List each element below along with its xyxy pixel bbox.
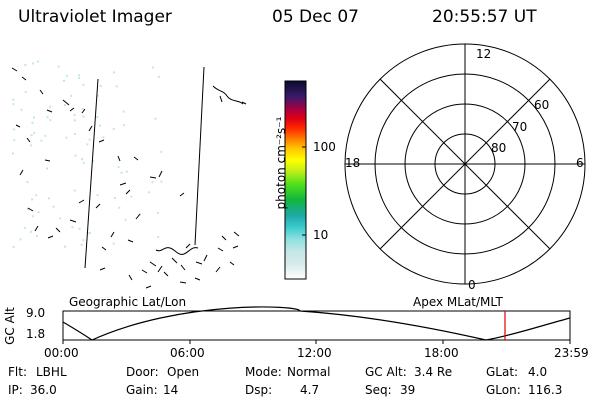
dsp-label: Dsp: [245, 383, 273, 397]
mlt-label-0: 0 [468, 278, 476, 292]
gc-alt-value: 3.4 Re [414, 365, 453, 379]
meridian-lines [84, 66, 205, 269]
time-tick-1800: 18:00 [424, 346, 459, 360]
time-label: 20:55:57 UT [432, 7, 537, 27]
glon-label: GLon: [486, 383, 521, 397]
glat-label: GLat: [486, 365, 519, 379]
glon-value: 116.3 [528, 383, 563, 397]
seq-label: Seq: [365, 383, 392, 397]
polar-grid [344, 43, 586, 285]
gain-value: 14 [163, 383, 179, 397]
mlat-ring-60: 60 [534, 98, 550, 112]
ip-label: IP: [8, 383, 23, 397]
time-tick-2359: 23:59 [554, 346, 589, 360]
mlt-label-18: 18 [345, 156, 361, 170]
coastline-lines [11, 67, 247, 289]
geographic-panel-label: Geographic Lat/Lon [69, 295, 187, 309]
altitude-ytick-9: 9.0 [26, 306, 46, 320]
colorbar-tick-100: 100 [313, 140, 336, 154]
colorbar-ticks [302, 146, 306, 236]
geographic-image-panel [11, 60, 247, 289]
filter-label: Flt: [8, 365, 27, 379]
door-label: Door: [126, 365, 159, 379]
mlat-ring-80: 80 [491, 141, 507, 155]
apex-panel-label: Apex MLat/MLT [413, 295, 503, 309]
instrument-title: Ultraviolet Imager [18, 7, 172, 27]
time-tick-0000: 00:00 [44, 346, 79, 360]
dsp-value: 4.7 [300, 383, 320, 397]
altitude-ytick-1-8: 1.8 [26, 327, 46, 341]
mode-label: Mode: [245, 365, 282, 379]
ip-value: 36.0 [30, 383, 57, 397]
colorbar [284, 80, 307, 280]
mlat-ring-70: 70 [512, 120, 528, 134]
filter-value: LBHL [36, 365, 67, 379]
time-tick-1200: 12:00 [297, 346, 332, 360]
colorbar-tick-10: 10 [313, 228, 329, 242]
mlt-label-12: 12 [476, 47, 492, 61]
gc-alt-label: GC Alt: [365, 365, 407, 379]
date-label: 05 Dec 07 [272, 7, 359, 27]
gain-label: Gain: [126, 383, 158, 397]
mlt-label-6: 6 [576, 156, 584, 170]
seq-value: 39 [400, 383, 416, 397]
colorbar-label: photon cm⁻²s⁻¹ [274, 116, 288, 210]
time-tick-0600: 06:00 [170, 346, 205, 360]
altitude-ylabel: GC Alt [2, 307, 17, 345]
mode-value: Normal [287, 365, 331, 379]
door-value: Open [167, 365, 200, 379]
glat-value: 4.0 [528, 365, 548, 379]
altitude-plot [62, 306, 571, 344]
